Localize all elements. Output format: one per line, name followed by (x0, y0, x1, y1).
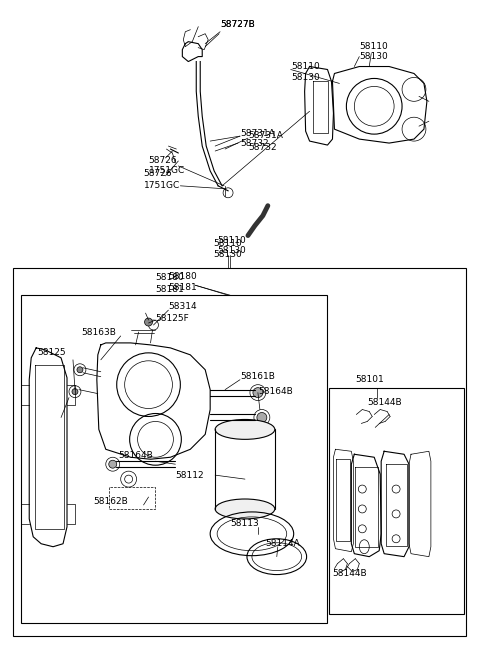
Text: 58164B: 58164B (119, 451, 154, 460)
Text: 58110: 58110 (213, 238, 242, 248)
Text: 58726: 58726 (144, 169, 172, 178)
Circle shape (109, 460, 117, 468)
Text: 58314: 58314 (168, 302, 197, 311)
Circle shape (257, 413, 267, 422)
Text: 58727B: 58727B (220, 20, 255, 29)
Text: 58110: 58110 (217, 236, 246, 244)
Text: 58732: 58732 (240, 139, 269, 148)
Ellipse shape (215, 419, 275, 440)
Text: 58112: 58112 (175, 471, 204, 480)
Text: 58130: 58130 (360, 52, 388, 61)
Text: 58130: 58130 (292, 73, 321, 83)
Text: 58125: 58125 (37, 348, 66, 357)
Bar (13, 269, 466, 636)
Text: 58162B: 58162B (93, 497, 128, 506)
Text: 58732: 58732 (248, 143, 276, 152)
Text: 58180: 58180 (156, 273, 184, 282)
Text: 58181: 58181 (168, 283, 197, 292)
Bar (329, 388, 464, 614)
Ellipse shape (215, 499, 275, 519)
Text: 58113: 58113 (230, 519, 259, 528)
Circle shape (144, 318, 153, 326)
Text: 1751GC: 1751GC (144, 181, 180, 190)
Text: 58726: 58726 (148, 156, 177, 165)
Text: 58163B: 58163B (81, 328, 116, 337)
Text: 58164B: 58164B (258, 386, 293, 396)
Circle shape (253, 388, 263, 398)
Text: 58727B: 58727B (220, 20, 255, 29)
Text: 58101: 58101 (355, 375, 384, 384)
Text: 58161B: 58161B (240, 372, 275, 381)
Text: 58110: 58110 (292, 62, 321, 71)
Text: 58125F: 58125F (156, 314, 189, 323)
Text: 58110: 58110 (360, 42, 388, 50)
Circle shape (72, 388, 78, 394)
Text: 58130: 58130 (217, 246, 246, 255)
Text: 58144B: 58144B (333, 569, 367, 578)
Text: 58731A: 58731A (240, 129, 275, 138)
Bar (21, 295, 327, 624)
Text: 58180: 58180 (168, 272, 197, 281)
Text: 58114A: 58114A (265, 539, 300, 548)
Text: 58144B: 58144B (367, 398, 402, 407)
Text: 1751GC: 1751GC (148, 166, 185, 175)
Text: 58181: 58181 (156, 285, 184, 294)
Text: 58731A: 58731A (248, 131, 283, 140)
Text: 58130: 58130 (213, 250, 242, 259)
Circle shape (77, 367, 83, 373)
